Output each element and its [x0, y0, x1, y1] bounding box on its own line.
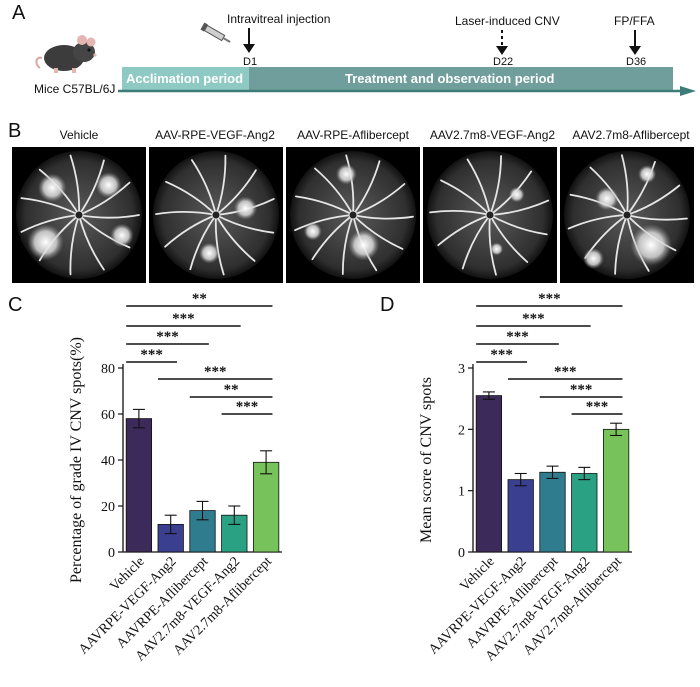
- phase-label-acclimation: Acclimation period: [126, 71, 244, 86]
- fundus-image-aav27m8-vegf-ang2: [423, 147, 557, 283]
- significance-label: **: [224, 382, 239, 398]
- image-title-aav-rpe-aflibercept: AAV-RPE-Aflibercept: [297, 128, 409, 142]
- arrow-down-icon: [243, 28, 255, 53]
- significance-label: ***: [140, 347, 163, 363]
- image-title-vehicle: Vehicle: [59, 128, 99, 142]
- y-tick-label: 40: [101, 454, 115, 469]
- event-day-d22: D22: [493, 56, 514, 68]
- phase-bar-treatment: [248, 67, 673, 90]
- image-title-aav-rpe-vegf-ang2: AAV-RPE-VEGF-Ang2: [155, 128, 275, 142]
- arrow-down-icon: [629, 30, 641, 55]
- error-bar-2: [164, 514, 177, 535]
- error-bar-3: [196, 500, 209, 521]
- fundus-image-aav27m8-aflibercept: [560, 147, 694, 283]
- error-bar-5: [260, 450, 273, 475]
- panel-label-a: A: [12, 2, 26, 24]
- fundus-image-aav-rpe-aflibercept: [286, 147, 420, 283]
- significance-label: ***: [236, 399, 259, 415]
- y-axis-label: Mean score of CNV spots: [418, 377, 435, 543]
- dashed-arrow-down-icon: [496, 30, 508, 55]
- syringe-icon: [200, 22, 231, 43]
- bar-4: [571, 473, 598, 553]
- image-title-aav27m8-aflibercept: AAV2.7m8-Aflibercept: [572, 128, 690, 142]
- y-tick-label: 60: [101, 408, 115, 423]
- significance-label: ***: [522, 311, 545, 327]
- fundus-image-vehicle: [12, 147, 146, 283]
- error-bar-4: [578, 466, 591, 481]
- significance-label: ***: [204, 364, 227, 380]
- bar-2: [507, 479, 534, 553]
- bar-3: [539, 471, 566, 553]
- bar-1: [475, 395, 503, 553]
- mouse-icon: [35, 35, 97, 73]
- error-bar-1: [132, 408, 145, 429]
- timeline-arrow: [118, 86, 696, 96]
- significance-label: ***: [554, 364, 577, 380]
- y-tick-label: 0: [458, 546, 465, 561]
- subject-label: Mice C57BL/6J: [34, 82, 116, 96]
- phase-label-treatment: Treatment and observation period: [345, 71, 555, 86]
- y-axis-label: Percentage of grade IV CNV spots(%): [68, 337, 85, 583]
- error-bar-2: [514, 472, 527, 487]
- bar-5: [602, 428, 630, 553]
- significance-label: ***: [156, 329, 179, 345]
- error-bar-1: [482, 391, 495, 400]
- fundus-image-aav-rpe-vegf-ang2: [149, 147, 283, 283]
- y-tick-label: 20: [101, 500, 115, 515]
- error-bar-5: [610, 422, 623, 437]
- error-bar-4: [228, 505, 241, 525]
- significance-label: ***: [506, 329, 529, 345]
- bar-1: [125, 418, 153, 553]
- bar-5: [252, 461, 280, 553]
- significance-label: **: [192, 291, 207, 307]
- significance-label: ***: [538, 291, 561, 307]
- y-tick-label: 3: [458, 362, 465, 377]
- y-tick-label: 1: [458, 485, 465, 500]
- significance-label: ***: [586, 399, 609, 415]
- chart-grade-iv-percentage: 0 20 40 60 80 Percentage of grade IV CNV spot…: [68, 291, 282, 664]
- event-label-cnv: Laser-induced CNV: [455, 14, 560, 28]
- y-tick-label: 2: [458, 423, 465, 438]
- phase-bar-acclimation: [122, 67, 249, 90]
- y-tick-label: 80: [101, 362, 115, 377]
- image-title-aav27m8-vegf-ang2: AAV2.7m8-VEGF-Ang2: [429, 128, 556, 142]
- panel-label-b: B: [8, 120, 22, 142]
- panel-label-d: D: [380, 294, 395, 316]
- event-day-d1: D1: [243, 56, 258, 68]
- error-bar-3: [546, 465, 559, 479]
- panel-label-c: C: [8, 294, 23, 316]
- y-tick-label: 0: [108, 546, 115, 561]
- significance-label: ***: [490, 347, 513, 363]
- event-label-fp-ffa: FP/FFA: [614, 14, 655, 28]
- event-label-injection: Intravitreal injection: [227, 12, 331, 26]
- event-day-d36: D36: [626, 56, 647, 68]
- significance-label: ***: [570, 382, 593, 398]
- significance-label: ***: [172, 311, 195, 327]
